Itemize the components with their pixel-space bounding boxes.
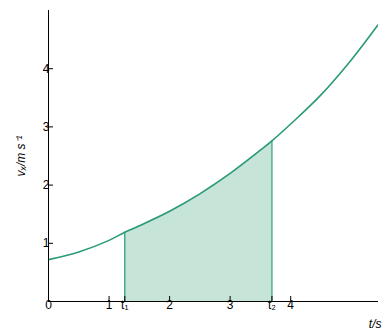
svg-text:vₓ/m s⁻¹: vₓ/m s⁻¹: [14, 135, 28, 176]
svg-text:3: 3: [227, 298, 234, 312]
svg-text:3: 3: [43, 120, 50, 134]
svg-text:2: 2: [43, 178, 50, 192]
svg-text:4: 4: [287, 298, 294, 312]
svg-text:t/s: t/s: [369, 317, 382, 331]
svg-text:2: 2: [166, 298, 173, 312]
svg-text:t₂: t₂: [268, 298, 276, 312]
svg-text:4: 4: [43, 62, 50, 76]
svg-text:1: 1: [106, 298, 113, 312]
svg-text:t₁: t₁: [121, 298, 128, 312]
svg-text:1: 1: [43, 236, 50, 250]
svg-text:0: 0: [45, 298, 52, 312]
